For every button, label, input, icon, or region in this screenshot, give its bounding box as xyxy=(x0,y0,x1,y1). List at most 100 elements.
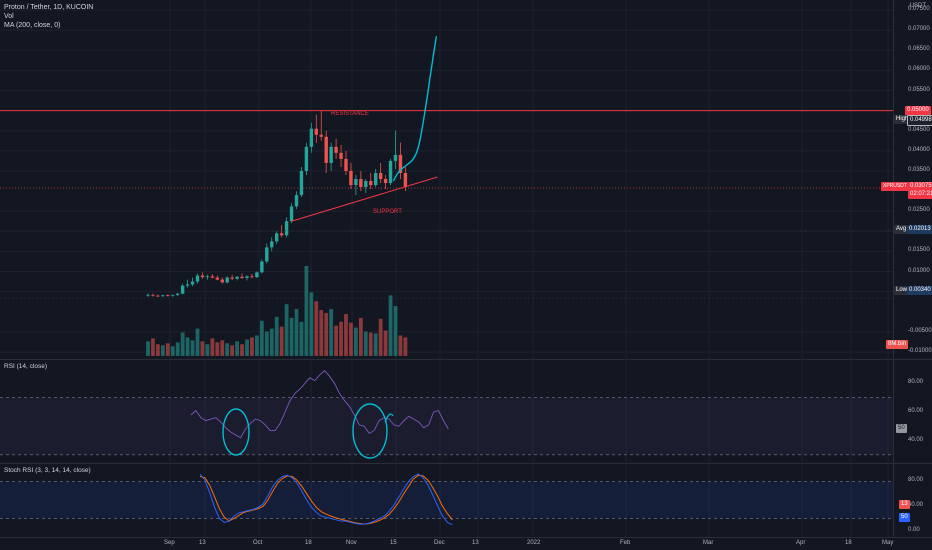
candle-body xyxy=(309,128,314,147)
time-tick-label: May xyxy=(882,540,894,546)
volume-legend[interactable]: Vol xyxy=(4,13,14,20)
candle-body xyxy=(314,128,318,135)
candle-body xyxy=(210,276,215,278)
stoch-k-line xyxy=(199,473,453,526)
volume-bar xyxy=(205,344,210,356)
candle-body xyxy=(344,158,348,171)
volume-bar xyxy=(284,304,289,356)
rsi-tick-label: 40.00 xyxy=(908,436,924,443)
rsi-tick-label: 60.00 xyxy=(908,408,924,414)
volume-bar xyxy=(235,341,239,356)
volume-bar xyxy=(339,321,343,356)
rsi-circle-left xyxy=(222,408,250,456)
price-tick-label: -0.01000 xyxy=(908,347,932,354)
candle-body xyxy=(205,276,210,278)
candle-body xyxy=(374,172,378,186)
candle-body xyxy=(339,152,343,159)
stoch-tick-label: 40.00 xyxy=(908,502,924,509)
candle-body xyxy=(393,154,398,161)
currency-label[interactable]: USDT xyxy=(909,3,926,9)
volume-bar xyxy=(324,312,329,356)
candle-body xyxy=(398,154,403,173)
candle-body xyxy=(294,195,299,207)
candle-body xyxy=(146,294,150,296)
price-tick-label: 0.01500 xyxy=(908,247,930,254)
volume-bar xyxy=(398,335,403,356)
stoch-d-value-tag: 13 xyxy=(899,500,910,509)
volume-bar xyxy=(279,326,284,356)
last-price-tag: 0.03075 xyxy=(908,182,932,191)
rsi-line xyxy=(190,369,449,439)
volume-bar xyxy=(195,328,200,356)
high-label-tag: High xyxy=(894,115,911,124)
price-tick-label: 0.07000 xyxy=(908,26,930,33)
time-tick-label: Nov xyxy=(346,540,357,546)
candlestick-series xyxy=(146,110,408,298)
volume-bar xyxy=(329,309,334,356)
volume-bar xyxy=(393,306,398,356)
volume-bars xyxy=(146,266,408,356)
volume-bar xyxy=(403,337,408,356)
ma-legend[interactable]: MA (200, close, 0) xyxy=(4,22,61,29)
volume-bar xyxy=(319,310,324,356)
candle-body xyxy=(260,261,264,273)
time-tick-label: 2022 xyxy=(527,540,541,546)
candle-body xyxy=(195,275,200,282)
volume-bar xyxy=(165,343,170,356)
time-tick-label: 18 xyxy=(305,540,312,546)
volume-bar xyxy=(240,344,244,356)
candle-body xyxy=(176,293,180,295)
symbol-tag: XPRUSDT xyxy=(881,182,909,191)
volume-bar xyxy=(151,338,155,356)
candle-body xyxy=(354,179,358,186)
candle-body xyxy=(225,277,229,283)
candle-body xyxy=(220,279,224,283)
candle-body xyxy=(284,221,289,236)
stoch-k-value-tag: 50 xyxy=(899,513,910,522)
avg-label-tag: Avg xyxy=(894,225,909,234)
time-tick-label: Apr xyxy=(796,540,806,546)
candle-body xyxy=(383,179,388,184)
horizontal-levels xyxy=(0,110,893,299)
candle-body xyxy=(270,241,274,248)
user-drawings[interactable] xyxy=(291,36,438,222)
candle-body xyxy=(378,172,383,180)
candle-body xyxy=(359,179,363,188)
rsi-value-tag: 50 xyxy=(896,424,907,433)
volume-bar xyxy=(274,316,279,356)
countdown-tag: 02:07:21 xyxy=(908,190,932,199)
candle-body xyxy=(349,170,353,186)
support-label[interactable]: SUPPORT xyxy=(373,209,402,215)
low-label-tag: Low xyxy=(894,286,910,295)
symbol-title[interactable]: Proton / Tether, 1D, KUCOIN xyxy=(4,4,94,11)
stoch-tick-label: 80.00 xyxy=(908,477,924,484)
candle-body xyxy=(324,136,328,163)
resistance-label[interactable]: RESISTANCE xyxy=(331,111,369,117)
price-tick-label: 0.03500 xyxy=(908,166,930,173)
price-tick-label: 0.04500 xyxy=(908,126,930,133)
candle-body xyxy=(156,295,160,297)
volume-bar xyxy=(363,331,368,356)
rsi-title[interactable]: RSI (14, close) xyxy=(4,363,47,370)
candle-body xyxy=(334,146,338,153)
stoch-rsi-title[interactable]: Stoch RSI (3, 3, 14, 14, close) xyxy=(4,467,91,474)
volume-bar xyxy=(220,340,225,356)
price-tick-label: 0.07500 xyxy=(908,6,930,13)
candle-body xyxy=(166,295,170,297)
volume-bar xyxy=(349,322,353,356)
volume-bar xyxy=(354,327,358,356)
price-tick-label: 0.04000 xyxy=(908,146,930,153)
main-legend: Proton / Tether, 1D, KUCOIN Vol MA (200,… xyxy=(4,3,93,30)
time-tick-label: 15 xyxy=(390,540,397,546)
price-tick-label: -0.00500 xyxy=(908,327,932,334)
candle-body xyxy=(151,294,155,296)
candle-body xyxy=(364,181,368,188)
candle-body xyxy=(403,172,408,188)
volume-bar xyxy=(180,332,185,356)
volume-bar xyxy=(304,266,309,356)
volume-bar xyxy=(160,345,165,356)
time-tick-label: Oct xyxy=(253,540,263,546)
time-tick-label: Mar xyxy=(703,540,714,546)
